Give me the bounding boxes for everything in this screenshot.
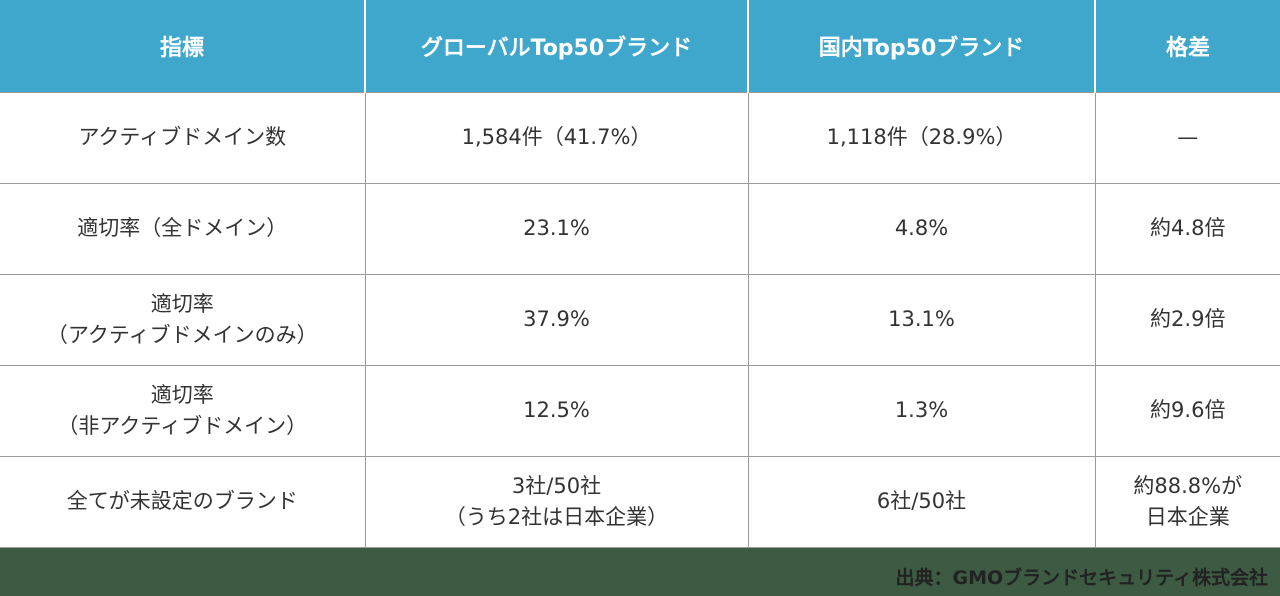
table-header-row: 指標 グローバルTop50ブランド 国内Top50ブランド 格差: [0, 0, 1280, 92]
header-domestic-top50: 国内Top50ブランド: [747, 0, 1095, 92]
cell-domestic: 1,118件（28.9%）: [747, 91, 1095, 183]
header-indicator: 指標: [0, 0, 365, 92]
table-row: 適切率（全ドメイン） 23.1% 4.8% 約4.8倍: [0, 182, 1280, 274]
comparison-table: 指標 グローバルTop50ブランド 国内Top50ブランド 格差 アクティブドメ…: [0, 0, 1280, 548]
cell-indicator: 適切率 （非アクティブドメイン）: [0, 364, 365, 456]
cell-indicator: 全てが未設定のブランド: [0, 455, 365, 548]
cell-gap: 約4.8倍: [1094, 182, 1280, 274]
cell-indicator: アクティブドメイン数: [0, 91, 365, 183]
source-credit: 出典：GMOブランドセキュリティ株式会社: [895, 567, 1268, 589]
table-row: 適切率 （非アクティブドメイン） 12.5% 1.3% 約9.6倍: [0, 364, 1280, 456]
header-global-top50: グローバルTop50ブランド: [364, 0, 748, 92]
cell-gap: 約88.8%が 日本企業: [1094, 455, 1280, 548]
cell-indicator: 適切率（全ドメイン）: [0, 182, 365, 274]
cell-global: 1,584件（41.7%）: [364, 91, 748, 183]
cell-domestic: 1.3%: [747, 364, 1095, 456]
table-row: 適切率 （アクティブドメインのみ） 37.9% 13.1% 約2.9倍: [0, 273, 1280, 365]
cell-global: 37.9%: [364, 273, 748, 365]
header-gap: 格差: [1094, 0, 1280, 92]
cell-gap: 約9.6倍: [1094, 364, 1280, 456]
cell-gap: —: [1094, 91, 1280, 183]
table-row: アクティブドメイン数 1,584件（41.7%） 1,118件（28.9%） —: [0, 91, 1280, 183]
cell-global: 12.5%: [364, 364, 748, 456]
footer-band: 出典：GMOブランドセキュリティ株式会社: [0, 548, 1280, 596]
table-row: 全てが未設定のブランド 3社/50社 （うち2社は日本企業） 6社/50社 約8…: [0, 455, 1280, 548]
cell-global: 23.1%: [364, 182, 748, 274]
cell-domestic: 6社/50社: [747, 455, 1095, 548]
cell-global: 3社/50社 （うち2社は日本企業）: [364, 455, 748, 548]
cell-domestic: 4.8%: [747, 182, 1095, 274]
cell-gap: 約2.9倍: [1094, 273, 1280, 365]
cell-indicator: 適切率 （アクティブドメインのみ）: [0, 273, 365, 365]
cell-domestic: 13.1%: [747, 273, 1095, 365]
